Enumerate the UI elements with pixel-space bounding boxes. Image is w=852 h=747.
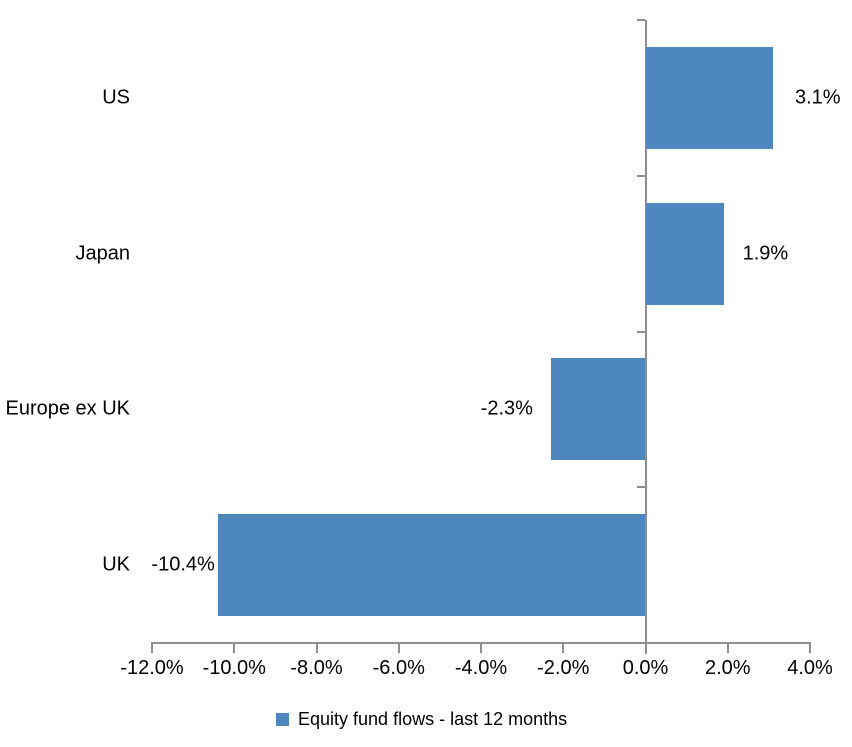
x-tick-label-0-0-: 0.0% — [622, 657, 669, 679]
x-tick-2-0- — [726, 643, 729, 653]
data-label-us: 3.1% — [794, 86, 841, 109]
category-label-us: US — [102, 86, 130, 109]
category-boundary-tick — [636, 174, 645, 177]
x-tick-label--10-0-: -10.0% — [202, 657, 266, 679]
x-tick--10-0- — [233, 643, 236, 653]
data-label-japan: 1.9% — [742, 242, 789, 265]
x-tick-label--4-0-: -4.0% — [454, 657, 508, 679]
bar-europe-ex-uk — [550, 358, 646, 461]
x-tick--2-0- — [562, 643, 565, 653]
x-tick-label--12-0-: -12.0% — [120, 657, 184, 679]
category-label-europe-ex-uk: Europe ex UK — [5, 397, 130, 420]
x-tick-label--2-0-: -2.0% — [537, 657, 590, 679]
bar-japan — [645, 202, 724, 305]
x-tick--6-0- — [397, 643, 400, 653]
bar-us — [645, 46, 773, 149]
x-tick-label--6-0-: -6.0% — [372, 657, 425, 679]
legend-label: Equity fund flows - last 12 months — [298, 709, 568, 729]
data-label-uk: -10.4% — [151, 553, 215, 576]
bar-uk — [217, 514, 646, 617]
category-label-japan: Japan — [75, 242, 131, 265]
x-tick-label-4-0-: 4.0% — [787, 657, 833, 679]
data-label-europe-ex-uk: -2.3% — [480, 397, 533, 420]
category-boundary-tick — [636, 19, 645, 21]
category-boundary-tick — [636, 330, 645, 333]
zero-axis-line — [644, 20, 647, 654]
category-label-uk: UK — [102, 553, 130, 576]
x-tick--12-0- — [151, 643, 153, 653]
legend: Equity fund flows - last 12 months — [276, 709, 567, 730]
category-boundary-tick — [636, 486, 645, 489]
x-tick-label--8-0-: -8.0% — [290, 657, 343, 679]
x-tick-4-0- — [809, 643, 811, 653]
x-tick--4-0- — [480, 643, 482, 653]
legend-marker — [276, 713, 289, 726]
x-tick-label-2-0-: 2.0% — [704, 657, 751, 679]
x-tick--8-0- — [315, 643, 318, 653]
